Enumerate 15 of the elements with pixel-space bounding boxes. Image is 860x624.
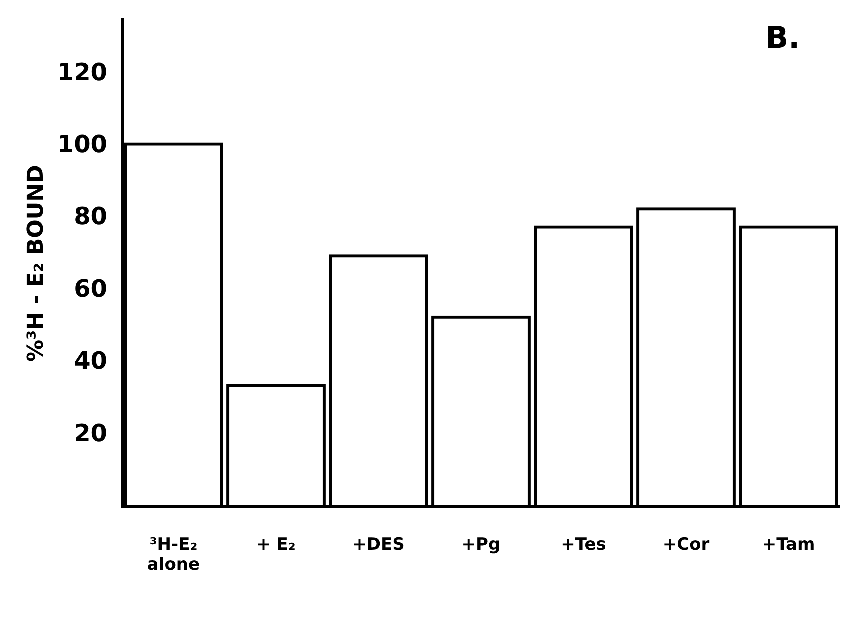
x-tick-label: +Pg — [462, 534, 501, 555]
y-tick-label: 60 — [74, 274, 108, 303]
chart-title: B. — [766, 20, 800, 56]
x-tick-label: +Tes — [561, 534, 606, 555]
y-tick-label: 80 — [74, 202, 108, 231]
y-tick-label: 100 — [57, 130, 108, 159]
y-axis-title: %³H - E₂ BOUND — [24, 165, 49, 362]
x-tick-label: +Tam — [762, 534, 816, 555]
y-tick-label: 120 — [57, 58, 108, 86]
x-tick-label: +DES — [352, 534, 405, 555]
x-tick-label: ³H-E₂ alone — [147, 534, 200, 576]
x-tick-label: + E₂ — [256, 534, 296, 555]
y-tick-label: 20 — [74, 419, 108, 448]
y-tick-label: 40 — [74, 347, 108, 376]
x-tick-label: +Cor — [662, 534, 710, 555]
